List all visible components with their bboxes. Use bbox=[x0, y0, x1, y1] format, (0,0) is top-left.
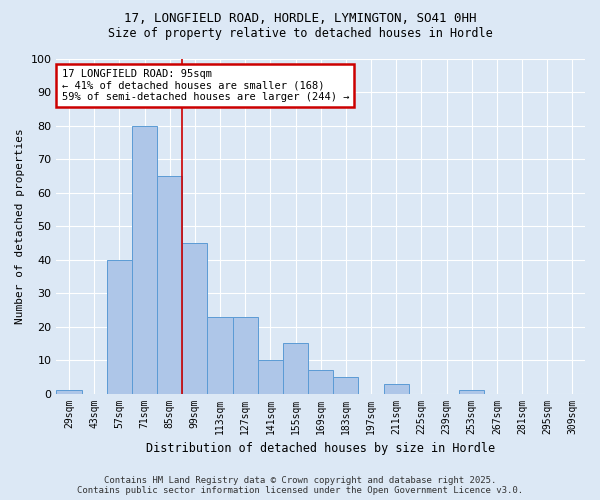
Bar bbox=[333, 377, 358, 394]
X-axis label: Distribution of detached houses by size in Hordle: Distribution of detached houses by size … bbox=[146, 442, 495, 455]
Bar bbox=[182, 243, 208, 394]
Text: Contains HM Land Registry data © Crown copyright and database right 2025.
Contai: Contains HM Land Registry data © Crown c… bbox=[77, 476, 523, 495]
Text: 17 LONGFIELD ROAD: 95sqm
← 41% of detached houses are smaller (168)
59% of semi-: 17 LONGFIELD ROAD: 95sqm ← 41% of detach… bbox=[62, 69, 349, 102]
Bar bbox=[107, 260, 132, 394]
Bar bbox=[258, 360, 283, 394]
Text: 17, LONGFIELD ROAD, HORDLE, LYMINGTON, SO41 0HH: 17, LONGFIELD ROAD, HORDLE, LYMINGTON, S… bbox=[124, 12, 476, 26]
Bar bbox=[308, 370, 333, 394]
Text: Size of property relative to detached houses in Hordle: Size of property relative to detached ho… bbox=[107, 28, 493, 40]
Bar bbox=[157, 176, 182, 394]
Bar bbox=[283, 344, 308, 394]
Bar bbox=[132, 126, 157, 394]
Bar bbox=[208, 316, 233, 394]
Bar bbox=[56, 390, 82, 394]
Bar bbox=[233, 316, 258, 394]
Y-axis label: Number of detached properties: Number of detached properties bbox=[15, 128, 25, 324]
Bar bbox=[459, 390, 484, 394]
Bar bbox=[383, 384, 409, 394]
